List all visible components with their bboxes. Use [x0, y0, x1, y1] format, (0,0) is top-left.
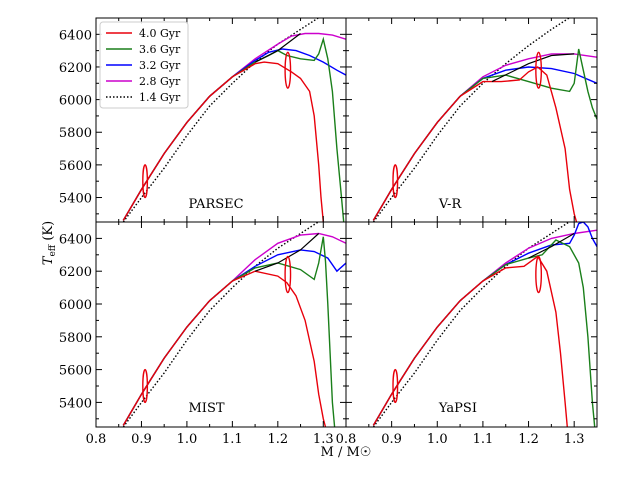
panel-ticks	[345, 222, 597, 427]
y-axis-label-main: T	[41, 255, 56, 265]
plot-layer: 5400 5600 5800 6000 6200 6400 PARSEC V-R 5400 560…	[59, 17, 598, 447]
series-3-6-gyr	[372, 48, 597, 221]
y-tick-label: 6000	[59, 94, 92, 109]
y-tick-label: 6200	[59, 61, 92, 76]
panel-frame	[95, 221, 347, 428]
panel-mist: 5400 5600 5800 6000 6200 6400 0.8 0.9 1.0 1.1 1.2 1…	[59, 221, 347, 447]
blue-loop-1	[535, 51, 543, 89]
x-tick-label: 1.0	[177, 432, 198, 447]
blue-loop-0	[392, 368, 399, 404]
series-tip-connector	[254, 233, 320, 272]
blue-loop-0	[142, 164, 149, 199]
x-tick-label: 0.9	[131, 432, 152, 447]
series-4-0-gyr	[122, 61, 324, 222]
y-tick-label: 5600	[59, 159, 92, 174]
series-4-0-gyr	[372, 66, 578, 222]
series-2-8-gyr	[372, 229, 597, 426]
series-4-0-gyr	[122, 270, 327, 427]
y-tick-label: 5800	[59, 126, 92, 141]
x-tick-label: 1.3	[313, 432, 334, 447]
y-tick-label: 5400	[59, 396, 92, 411]
series-tip-connector	[254, 33, 301, 63]
series-tip-connector	[491, 53, 575, 83]
series-3-6-gyr	[372, 239, 596, 427]
panel-parsec: 5400 5600 5800 6000 6200 6400 PARSEC	[59, 17, 347, 223]
series-1-4-gyr	[372, 222, 571, 427]
legend-entry: 2.8 Gyr	[139, 75, 181, 88]
panel-label-v-r: V-R	[438, 197, 463, 212]
series-1-4-gyr	[122, 222, 320, 427]
y-axis-label-unit: (K)	[41, 221, 56, 245]
panel-series	[372, 18, 597, 222]
panel-ticks	[95, 222, 346, 427]
legend: 4.0 Gyr 3.6 Gyr 3.2 Gyr 2.8 Gyr 1.4 Gyr	[99, 21, 189, 109]
series-2-8-gyr	[122, 232, 346, 426]
legend-entry: 3.6 Gyr	[139, 43, 181, 56]
series-3-2-gyr	[122, 249, 346, 426]
x-tick-label: 0.8	[336, 432, 357, 447]
series-4-0-gyr	[372, 255, 568, 427]
series-2-8-gyr	[372, 53, 597, 221]
y-tick-label: 5800	[59, 331, 92, 346]
panel-v-r: V-R	[345, 17, 598, 223]
y-axis-label: Teff (K)	[41, 221, 58, 265]
panel-yapsi: 0.8 0.9 1.0 1.1 1.2 1.3 YaPSI	[336, 221, 598, 447]
y-axis-label-sub: eff	[48, 244, 58, 256]
panel-series	[122, 18, 346, 222]
legend-entry: 3.2 Gyr	[139, 59, 181, 72]
panel-ticks	[345, 18, 597, 222]
series-1-4-gyr	[372, 18, 571, 222]
panel-label-parsec: PARSEC	[189, 197, 244, 212]
panel-label-yapsi: YaPSI	[438, 401, 477, 416]
x-tick-label: 1.0	[427, 432, 448, 447]
legend-entry: 4.0 Gyr	[139, 27, 181, 40]
blue-loop-0	[392, 164, 399, 199]
x-tick-label: 1.1	[222, 432, 243, 447]
x-tick-label: 1.3	[564, 432, 585, 447]
legend-box	[99, 21, 189, 109]
panel-frame	[345, 221, 598, 428]
blue-loop-1	[535, 255, 543, 294]
blue-loop-0	[142, 368, 149, 404]
y-tick-label: 6000	[59, 298, 92, 313]
x-tick-label: 0.8	[86, 432, 107, 447]
series-3-6-gyr	[122, 236, 336, 427]
x-tick-label: 1.2	[267, 432, 288, 447]
legend-entry: 1.4 Gyr	[139, 91, 181, 104]
panel-series	[122, 222, 346, 427]
series-tip-connector	[528, 232, 575, 259]
y-tick-label: 6400	[59, 232, 92, 247]
y-tick-label: 5400	[59, 192, 92, 207]
x-axis-label: M / M☉	[321, 445, 372, 460]
blue-loop-1	[284, 51, 292, 89]
series-3-2-gyr	[372, 222, 597, 426]
blue-loop-1	[284, 255, 292, 294]
x-tick-label: 1.2	[518, 432, 539, 447]
x-tick-label: 1.1	[473, 432, 494, 447]
x-tick-label: 0.9	[381, 432, 402, 447]
y-tick-label: 6200	[59, 265, 92, 280]
panel-series	[372, 222, 597, 427]
y-tick-label: 6400	[59, 28, 92, 43]
y-tick-label: 5600	[59, 364, 92, 379]
panel-label-mist: MIST	[189, 401, 225, 416]
